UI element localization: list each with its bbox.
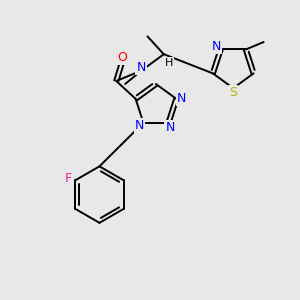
Text: S: S (229, 86, 237, 99)
Text: N: N (135, 119, 145, 132)
Text: O: O (117, 51, 127, 64)
Text: N: N (177, 92, 186, 105)
Text: N: N (165, 121, 175, 134)
Text: H: H (165, 58, 173, 68)
Text: N: N (136, 61, 146, 74)
Text: F: F (65, 172, 72, 185)
Text: N: N (212, 40, 221, 53)
